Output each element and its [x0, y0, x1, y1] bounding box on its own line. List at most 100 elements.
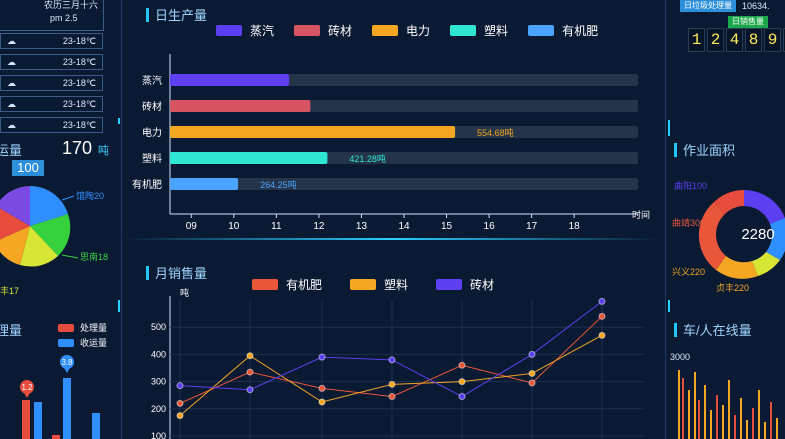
- x-tick-label: 11: [271, 221, 282, 232]
- weather-row: ☁ 23-18℃: [0, 33, 103, 49]
- donut-label: 曲靖300: [672, 217, 705, 228]
- x-tick-label: 12: [313, 221, 325, 232]
- weather-row: ☁ 23-18℃: [0, 96, 103, 112]
- bar: [34, 402, 42, 439]
- monthly-legend: 有机肥 塑料 砖材: [252, 276, 494, 293]
- x-tick-label: 09: [186, 221, 198, 232]
- corner-bracket: [662, 300, 670, 312]
- daily-title: 日生产量: [146, 5, 207, 24]
- online-axis-label: 3000: [670, 352, 691, 362]
- y-tick-label: 400: [151, 349, 166, 359]
- daily-waste-row: 日垃圾处理量 10634.: [680, 0, 770, 12]
- data-point: [598, 331, 606, 339]
- data-point: [176, 399, 184, 407]
- y-tick-label: 有机肥: [132, 178, 162, 191]
- bar-data-label: 421.28吨: [349, 153, 386, 164]
- weather-row: ☁ 23-18℃: [0, 117, 103, 133]
- corner-bracket: [118, 300, 126, 312]
- data-point: [246, 368, 254, 376]
- legend-swatch: [372, 25, 399, 36]
- legend-item: 有机肥: [252, 276, 322, 293]
- section-glow: [123, 238, 663, 240]
- daily-legend: 蒸汽 砖材 电力 塑料 有机肥: [216, 22, 598, 39]
- counter-digit: 8: [745, 28, 762, 52]
- online-bars: [678, 370, 778, 439]
- bar: [170, 152, 328, 164]
- counter-digit: 4: [726, 28, 743, 52]
- bar-data-label: 264.25吨: [260, 179, 297, 190]
- legend-item: 有机肥: [528, 22, 598, 39]
- legend-swatch: [216, 25, 242, 36]
- y-tick-label: 300: [151, 377, 166, 387]
- bar: [170, 74, 290, 86]
- legend-swatch: [528, 25, 555, 36]
- data-point: [458, 393, 466, 401]
- donut-slice: [698, 202, 726, 270]
- pie-label: 馆陶20: [76, 190, 104, 201]
- right-panel: 日垃圾处理量 10634. 日销售量 1 2 4 8 9 4 5 作业面积 22…: [668, 0, 785, 439]
- area-donut-chart: 2280 曲阳100 曲靖300 兴义220 贞丰220: [672, 181, 785, 293]
- legend-item: 塑料: [450, 22, 508, 39]
- legend-swatch: [252, 279, 278, 290]
- weather-row: ☁ 23-18℃: [0, 75, 103, 91]
- data-point: [598, 297, 606, 305]
- legend-swatch: [450, 25, 477, 36]
- bar: [22, 400, 30, 439]
- data-point: [388, 356, 396, 364]
- data-point: [598, 312, 606, 320]
- bar-data-label: 554.68吨: [477, 127, 514, 138]
- bar: [92, 413, 100, 439]
- donut-center-value: 2280: [741, 226, 774, 243]
- small-badge: 100: [12, 160, 44, 176]
- pie-label: 思南18: [80, 251, 108, 262]
- pie-slice: [30, 214, 71, 256]
- x-tick-label: 18: [569, 221, 581, 232]
- donut-label: 贞丰220: [716, 282, 749, 293]
- data-point: [176, 382, 184, 390]
- donut-label: 兴义220: [672, 267, 705, 277]
- legend-item: 砖材: [294, 22, 352, 39]
- y-tick-label: 500: [151, 322, 166, 332]
- x-tick-label: 14: [398, 221, 410, 232]
- left-bottom-legend: 处理量 收运量: [58, 321, 107, 349]
- x-tick-label: 17: [526, 221, 538, 232]
- weather-box-top: [0, 0, 104, 31]
- data-point: [318, 353, 326, 361]
- monthly-line-chart: 吨 100 200 300 400 500: [151, 287, 644, 439]
- left-bottom-title: 理量: [0, 323, 23, 338]
- pm25-label: pm 2.5: [50, 13, 78, 23]
- bar: [170, 126, 456, 138]
- legend-item: 电力: [372, 22, 430, 39]
- data-point: [176, 412, 184, 420]
- counter-digit: 4: [783, 28, 785, 52]
- pie-slice: [20, 226, 58, 267]
- data-point: [388, 393, 396, 401]
- y-tick-label: 100: [151, 431, 166, 439]
- cloud-icon: ☁: [7, 98, 16, 109]
- legend-swatch: [58, 338, 74, 347]
- daily-waste-value: 10634.: [742, 1, 770, 11]
- corner-bracket: [662, 120, 670, 136]
- total-value: 170: [62, 138, 93, 158]
- y-tick-label: 电力: [142, 126, 162, 139]
- monthly-title: 月销售量: [146, 263, 207, 282]
- legend-item: 处理量: [58, 321, 107, 334]
- donut-slice: [752, 252, 780, 276]
- legend-item: 砖材: [436, 276, 494, 293]
- legend-swatch: [436, 279, 463, 290]
- data-point: [458, 361, 466, 369]
- left-pie-chart: 馆陶20 思南18 丰17: [0, 186, 108, 296]
- cloud-icon: ☁: [7, 77, 16, 88]
- lunar-date: 农历三月十六: [44, 0, 99, 10]
- data-point: [528, 350, 536, 358]
- x-tick-label: 16: [484, 221, 496, 232]
- counter-digit: 1: [688, 28, 705, 52]
- legend-item: 塑料: [350, 276, 408, 293]
- donut-slice: [744, 190, 785, 224]
- divider: [121, 0, 122, 439]
- x-tick-label: 15: [441, 221, 453, 232]
- y-tick-label: 砖材: [142, 100, 162, 113]
- legend-item: 蒸汽: [216, 22, 274, 39]
- y-axis-title: 吨: [180, 287, 189, 298]
